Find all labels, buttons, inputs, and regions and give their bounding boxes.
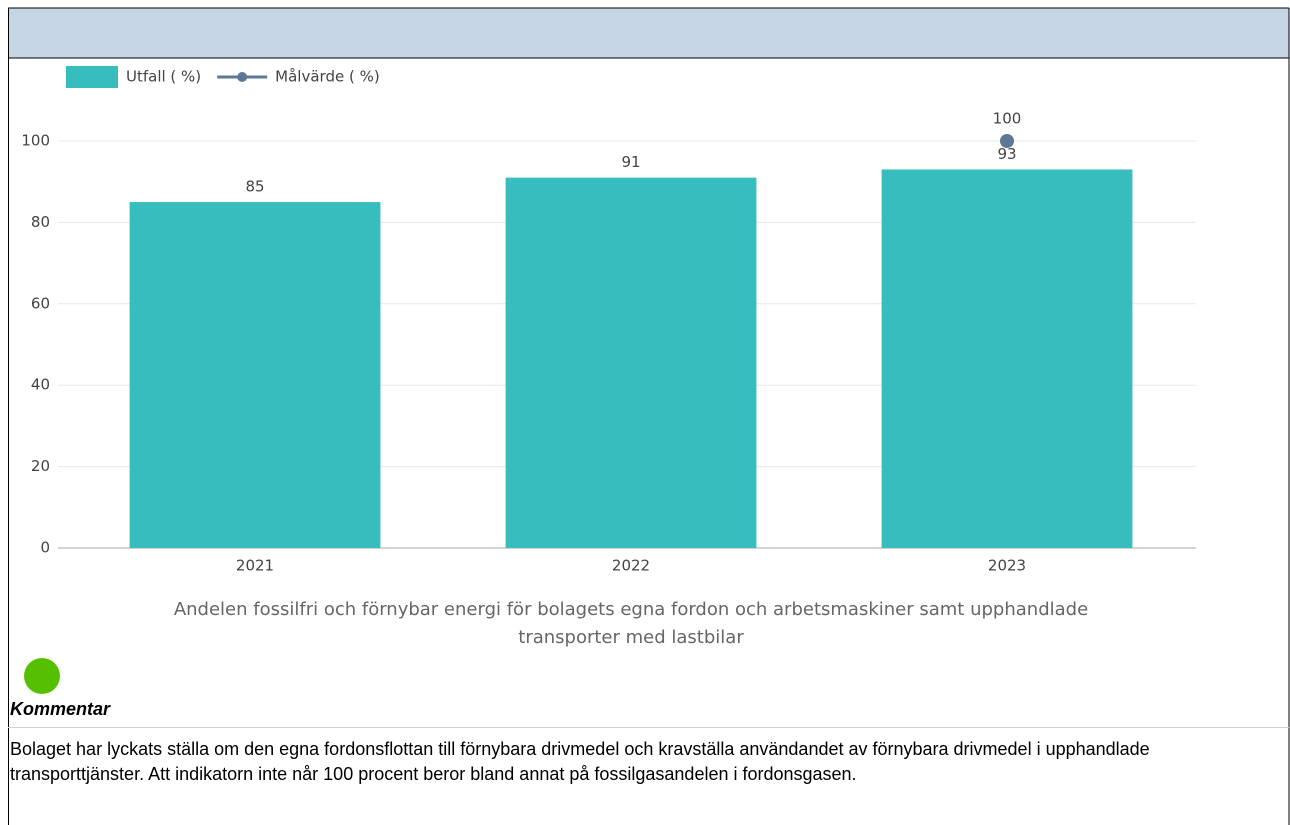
legend-label: Målvärde ( %) (275, 68, 380, 86)
data-label: 91 (621, 153, 640, 171)
data-label: 100 (993, 110, 1022, 128)
bar (129, 202, 381, 549)
x-tick-label: 2022 (612, 557, 650, 575)
x-tick-label: 2021 (236, 557, 274, 575)
chart-title: Andelen fossilfri och förnybar energi fö… (173, 599, 1089, 648)
y-tick-label: 80 (31, 213, 50, 231)
x-tick-label: 2023 (988, 557, 1026, 575)
bar (881, 169, 1133, 549)
y-tick-label: 0 (40, 539, 50, 557)
y-tick-label: 20 (31, 457, 50, 475)
legend-label: Utfall ( %) (126, 68, 201, 86)
status-indicator (24, 658, 60, 694)
comment-heading: Kommentar (10, 699, 111, 719)
comment-text: Bolaget har lyckats ställa om den egna f… (10, 739, 1150, 784)
divider (8, 727, 1289, 728)
bar (505, 177, 757, 548)
y-tick-label: 60 (31, 294, 50, 312)
legend-swatch (237, 72, 248, 82)
data-label: 85 (245, 178, 264, 196)
y-tick-label: 40 (31, 376, 50, 394)
data-label: 93 (997, 145, 1016, 163)
y-tick-label: 100 (21, 132, 50, 150)
legend-swatch (66, 66, 118, 88)
header-band (8, 8, 1289, 58)
marker (1000, 134, 1014, 148)
